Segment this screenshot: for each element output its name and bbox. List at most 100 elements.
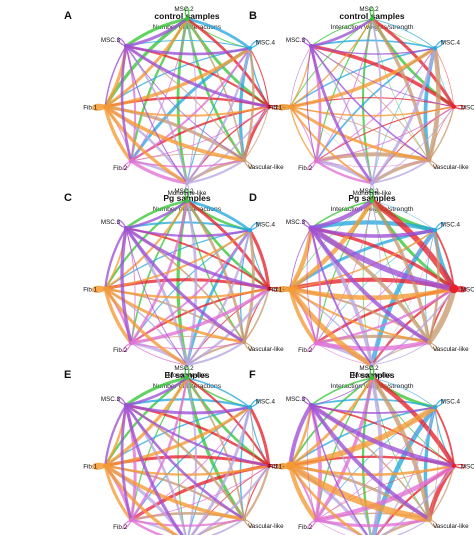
edge-msc-1-to-monocyte-like [186,106,270,184]
node-msc-2 [184,198,190,204]
node-msc-2 [184,16,190,22]
edge-msc-3-to-fib-2 [306,404,317,521]
edge-fib-2-to-msc-1 [130,465,270,521]
edge-monocyte-like-to-msc-2 [185,199,198,367]
self-loop-msc-4 [434,40,445,49]
node-label-msc-4: MSC.4 [441,398,461,405]
edge-msc-3-to-msc-2 [308,198,375,231]
panel-letter: B [249,10,257,22]
node-vascular-like [241,157,247,163]
node-fib-2 [313,340,319,346]
edges [103,199,271,367]
edge-vascular-like-to-msc-1 [428,105,455,161]
node-fib-1 [288,104,293,109]
node-label-fib-1: Fib.1 [268,287,282,294]
edge-fib-2-to-msc-4 [315,406,436,521]
node-label-monocyte-like: Monocyte-like [168,190,207,197]
node-msc-2 [184,375,190,381]
node-fib-2 [128,158,134,164]
panel-title: Ef samples [165,370,210,380]
edge-msc-3-to-fib-1 [288,403,314,468]
edge-fib-2-to-vascular-like [130,517,246,527]
edge-fib-1-to-msc-2 [103,17,189,109]
edge-msc-3-to-vascular-like [124,403,246,521]
edge-monocyte-like-to-vascular-like [396,518,430,535]
edge-fib-1-to-msc-1 [288,464,456,476]
node-label-vascular-like: Vascular-like [433,346,469,353]
self-loop-fib-1 [277,104,291,111]
edge-fib-2-to-vascular-like [130,159,245,168]
self-loop-msc-2 [184,189,190,202]
node-msc-4 [247,405,252,410]
edge-msc-2-to-msc-3 [310,18,373,47]
edge-monocyte-like-to-msc-4 [185,229,251,367]
self-loop-msc-3 [301,396,312,406]
panel-subtitle: Interaction weights/strength [330,24,413,31]
edge-msc-3-to-msc-2 [310,377,373,406]
node-msc-3 [123,402,129,408]
edge-msc-3-to-msc-1 [124,403,270,467]
node-fib-1 [103,286,108,291]
edge-msc-3-to-msc-4 [124,226,251,238]
node-label-monocyte-like: Monocyte-like [353,190,392,197]
self-loop-vascular-like [428,341,438,351]
node-msc-3 [308,43,314,49]
edge-msc-3-to-fib-1 [104,403,128,467]
edge-fib-1-to-vascular-like [103,463,246,521]
panel-subtitle: Number of interactions [153,24,222,31]
edge-fib-2-to-vascular-like [313,339,432,351]
edge-msc-2-to-msc-3 [310,377,373,406]
self-loop-fib-2 [122,342,132,352]
node-label-vascular-like: Vascular-like [248,346,284,353]
edge-msc-1-to-msc-4 [248,228,271,291]
self-loop-msc-1 [453,104,466,110]
node-msc-1 [449,284,459,294]
edge-fib-1-to-msc-2 [289,18,373,108]
edge-fib-2-to-monocyte-like [315,519,347,535]
node-msc-3 [308,402,314,408]
edge-fib-1-to-vascular-like [288,105,431,162]
edge-fib-2-to-monocyte-like [314,159,374,185]
edge-fib-2-to-msc-4 [130,47,251,163]
edge-monocyte-like-to-msc-4 [370,46,437,185]
self-loop-fib-1 [92,285,106,293]
node-label-msc-4: MSC.4 [256,221,276,228]
edge-fib-2-to-msc-2 [129,199,189,345]
edge-monocyte-like-to-msc-2 [371,200,382,366]
edge-msc-3-to-fib-1 [289,227,312,290]
edge-msc-4-to-msc-2 [186,377,251,409]
edge-msc-1-to-msc-2 [369,198,457,292]
panel-subtitle: Number of interactions [153,206,222,213]
edge-fib-2-to-vascular-like [130,341,245,350]
edge-msc-4-to-msc-3 [310,398,436,409]
self-loop-msc-2 [369,189,375,202]
edge-msc-3-to-msc-2 [309,17,374,48]
self-loop-vascular-like [243,518,253,528]
edge-fib-1-to-vascular-like [103,104,246,162]
edge-msc-3-to-msc-1 [124,226,271,291]
edge-fib-1-to-fib-2 [289,106,317,162]
node-fib-1 [103,463,108,468]
self-loop-msc-4 [249,399,260,408]
node-msc-1 [266,104,271,109]
node-label-msc-1: MSC.1 [461,464,474,471]
edge-msc-3-to-msc-1 [124,44,271,109]
node-vascular-like [426,516,432,522]
node-fib-1 [103,104,108,109]
edge-fib-1-to-monocyte-like [288,464,364,535]
edge-monocyte-like-to-msc-1 [196,464,270,535]
self-loop-msc-3 [116,396,127,406]
node-label-msc-4: MSC.4 [256,398,276,405]
edge-fib-1-to-msc-1 [104,287,270,299]
edge-msc-1-to-msc-4 [433,229,455,290]
self-loop-vascular-like [428,159,438,169]
panel-c: C Pg samples Number of interactions MSC.2 MS… [64,188,296,379]
edge-monocyte-like-to-msc-2 [186,18,197,184]
edge-msc-3-to-msc-2 [124,17,189,48]
node-fib-2 [128,517,134,523]
edge-msc-2-to-msc-3 [124,376,189,407]
node-fib-2 [313,158,319,164]
